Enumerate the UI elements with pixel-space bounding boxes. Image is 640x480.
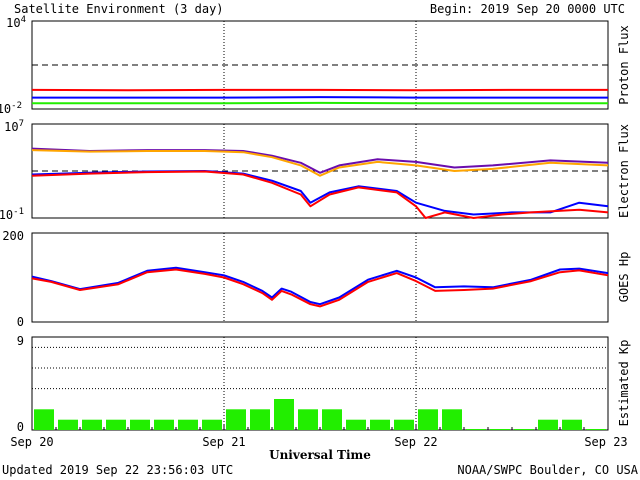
kp-bar [58, 419, 78, 430]
electron-flux-frame [31, 123, 609, 219]
kp-bar [106, 419, 126, 430]
kp-bar [250, 409, 270, 430]
kp-bar [562, 419, 582, 430]
kp-bar [178, 419, 198, 430]
begin-time: Begin: 2019 Sep 20 0000 UTC [430, 2, 625, 16]
proton-flux-frame [31, 20, 609, 110]
proton-flux-label: Proton Flux [617, 25, 631, 104]
kp-bar [154, 419, 174, 430]
proton-ytick-top: 104 [6, 15, 26, 30]
kp-bar [538, 419, 558, 430]
kp-bar [202, 419, 222, 430]
kp-bar [394, 419, 414, 430]
kp-bar [370, 419, 390, 430]
kp-bar [418, 409, 438, 430]
series-line [32, 96, 608, 99]
proton-flux-panel: 104 10-2 Proton Flux [0, 15, 631, 116]
series-line [31, 268, 609, 308]
electron-flux-panel: 107 10-1 Electron Flux [0, 119, 631, 222]
electron-ytick-bottom: 10-1 [0, 207, 24, 222]
goes-hp-frame [31, 232, 609, 323]
kp-panel: 9 0 Estimated Kp [17, 334, 631, 434]
kp-label: Estimated Kp [617, 340, 631, 427]
hp-ytick-top: 200 [2, 229, 24, 243]
kp-bar [34, 409, 54, 430]
goes-hp-label: GOES Hp [617, 252, 631, 303]
xtick-label: Sep 23 [584, 435, 627, 449]
kp-bar [466, 429, 486, 430]
xtick-label: Sep 21 [202, 435, 245, 449]
goes-hp-panel: 200 0 GOES Hp [2, 229, 631, 329]
kp-bar [322, 409, 342, 430]
electron-ytick-top: 107 [4, 119, 24, 134]
kp-frame [31, 336, 609, 431]
kp-bar [490, 429, 510, 430]
x-axis-label: Universal Time [269, 448, 371, 462]
series-line [31, 149, 609, 177]
kp-bar [82, 419, 102, 430]
credit: NOAA/SWPC Boulder, CO USA [457, 463, 638, 477]
kp-bar [514, 429, 534, 430]
updated-time: Updated 2019 Sep 22 23:56:03 UTC [2, 463, 233, 477]
kp-bar [586, 429, 606, 430]
kp-bar [226, 409, 246, 430]
series-line [31, 170, 609, 216]
kp-bar [346, 419, 366, 430]
series-line [31, 266, 609, 306]
x-axis: Sep 20 Sep 21 Sep 22 Sep 23 Universal Ti… [10, 424, 628, 462]
kp-bar [442, 409, 462, 430]
kp-bar [130, 419, 150, 430]
proton-ytick-bottom: 10-2 [0, 101, 22, 116]
xtick-label: Sep 20 [10, 435, 53, 449]
kp-bar [274, 399, 294, 430]
hp-ytick-bottom: 0 [17, 315, 24, 329]
xtick-label: Sep 22 [394, 435, 437, 449]
chart-title: Satellite Environment (3 day) [14, 2, 224, 16]
kp-bar [298, 409, 318, 430]
electron-flux-label: Electron Flux [617, 124, 631, 218]
kp-ytick-bottom: 0 [17, 420, 24, 434]
series-line [31, 170, 609, 219]
kp-ytick-top: 9 [17, 334, 24, 348]
